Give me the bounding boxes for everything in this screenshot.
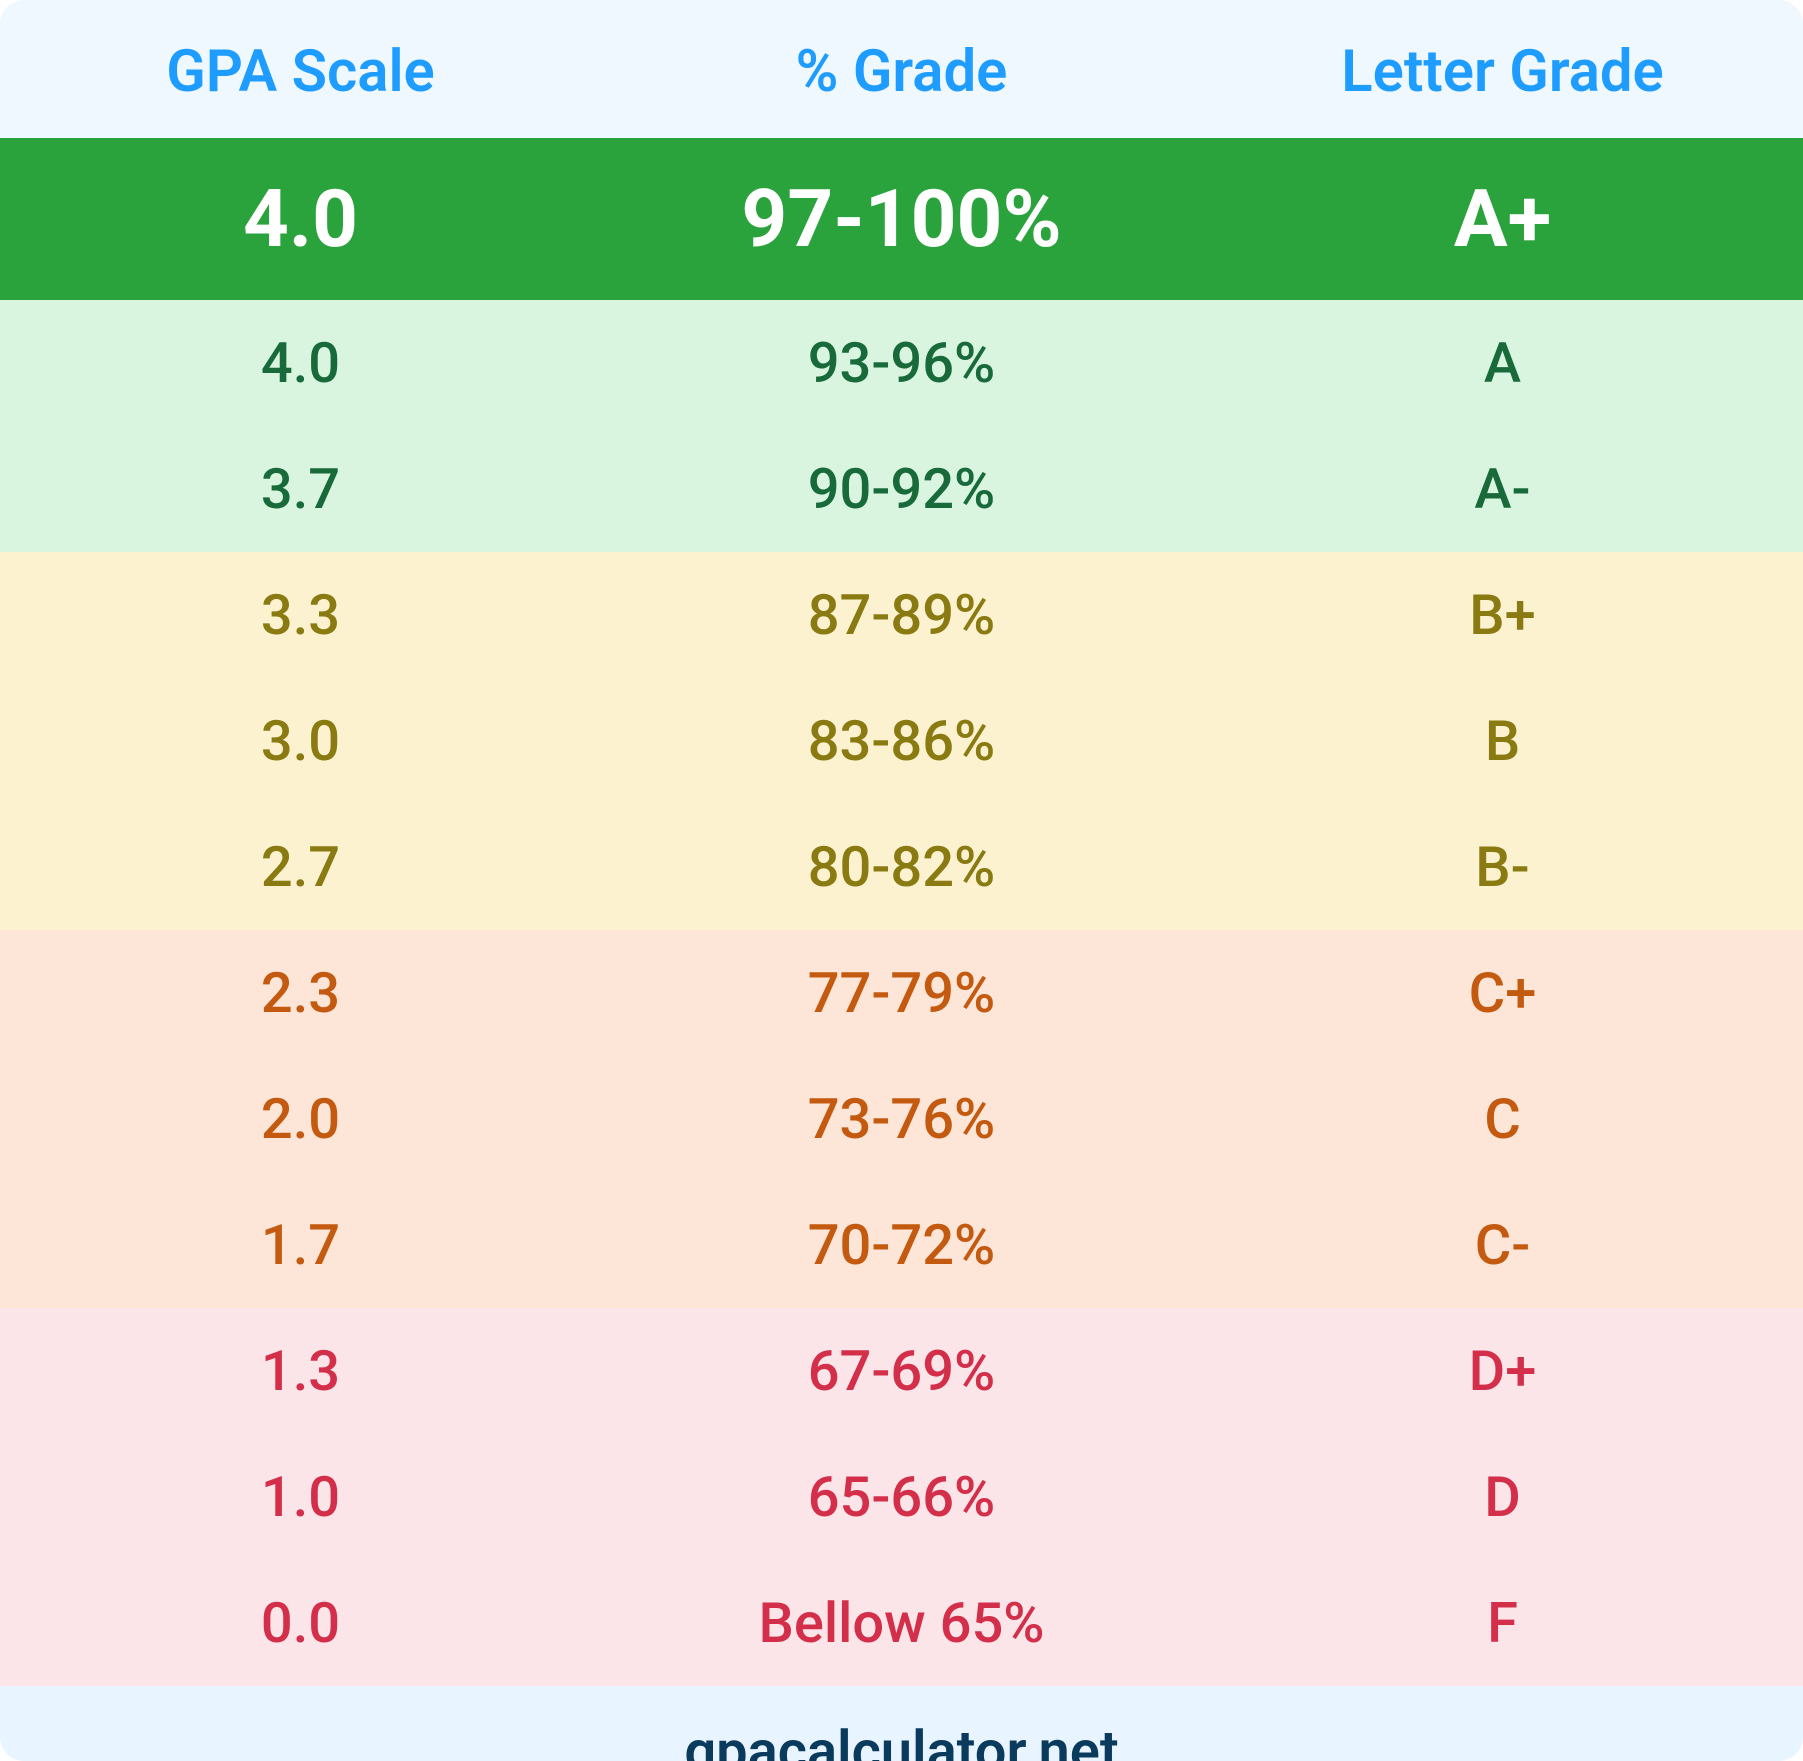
header-letter-grade: Letter Grade — [1202, 38, 1803, 106]
cell-percent: 90-92% — [601, 456, 1202, 522]
highlight-row: 4.0 97-100% A+ — [0, 138, 1803, 300]
table-row: 2.7 80-82% B- — [0, 804, 1803, 930]
cell-letter: B- — [1202, 834, 1803, 900]
table-header-row: GPA Scale % Grade Letter Grade — [0, 0, 1803, 138]
table-row: 2.3 77-79% C+ — [0, 930, 1803, 1056]
table-row: 3.3 87-89% B+ — [0, 552, 1803, 678]
highlight-percent: 97-100% — [601, 172, 1202, 266]
cell-percent: 93-96% — [601, 330, 1202, 396]
table-row: 0.0 Bellow 65% F — [0, 1560, 1803, 1686]
cell-letter: A — [1202, 330, 1803, 396]
band-d: 1.3 67-69% D+ 1.0 65-66% D 0.0 Bellow 65… — [0, 1308, 1803, 1686]
cell-letter: D — [1202, 1464, 1803, 1530]
table-row: 3.0 83-86% B — [0, 678, 1803, 804]
cell-percent: 67-69% — [601, 1338, 1202, 1404]
footer-attribution: gpacalculator.net — [0, 1686, 1803, 1761]
cell-percent: 65-66% — [601, 1464, 1202, 1530]
table-row: 4.0 93-96% A — [0, 300, 1803, 426]
cell-gpa: 2.0 — [0, 1086, 601, 1152]
band-a: 4.0 93-96% A 3.7 90-92% A- — [0, 300, 1803, 552]
cell-percent: Bellow 65% — [601, 1590, 1202, 1656]
table-row: 3.7 90-92% A- — [0, 426, 1803, 552]
cell-gpa: 4.0 — [0, 330, 601, 396]
cell-letter: A- — [1202, 456, 1803, 522]
cell-percent: 80-82% — [601, 834, 1202, 900]
table-row: 1.7 70-72% C- — [0, 1182, 1803, 1308]
header-gpa-scale: GPA Scale — [0, 38, 601, 106]
table-row: 1.0 65-66% D — [0, 1434, 1803, 1560]
cell-letter: C — [1202, 1086, 1803, 1152]
highlight-letter: A+ — [1202, 172, 1803, 266]
cell-gpa: 3.7 — [0, 456, 601, 522]
cell-letter: F — [1202, 1590, 1803, 1656]
cell-letter: B — [1202, 708, 1803, 774]
cell-percent: 77-79% — [601, 960, 1202, 1026]
cell-gpa: 1.3 — [0, 1338, 601, 1404]
cell-gpa: 3.3 — [0, 582, 601, 648]
cell-gpa: 0.0 — [0, 1590, 601, 1656]
highlight-gpa: 4.0 — [0, 172, 601, 266]
cell-percent: 70-72% — [601, 1212, 1202, 1278]
header-percent-grade: % Grade — [601, 38, 1202, 106]
cell-percent: 83-86% — [601, 708, 1202, 774]
cell-gpa: 3.0 — [0, 708, 601, 774]
band-b: 3.3 87-89% B+ 3.0 83-86% B 2.7 80-82% B- — [0, 552, 1803, 930]
cell-letter: B+ — [1202, 582, 1803, 648]
cell-percent: 87-89% — [601, 582, 1202, 648]
table-row: 2.0 73-76% C — [0, 1056, 1803, 1182]
band-c: 2.3 77-79% C+ 2.0 73-76% C 1.7 70-72% C- — [0, 930, 1803, 1308]
cell-gpa: 1.0 — [0, 1464, 601, 1530]
cell-percent: 73-76% — [601, 1086, 1202, 1152]
cell-letter: C- — [1202, 1212, 1803, 1278]
cell-gpa: 2.7 — [0, 834, 601, 900]
table-row: 1.3 67-69% D+ — [0, 1308, 1803, 1434]
cell-gpa: 2.3 — [0, 960, 601, 1026]
cell-letter: C+ — [1202, 960, 1803, 1026]
cell-gpa: 1.7 — [0, 1212, 601, 1278]
gpa-table-container: GPA Scale % Grade Letter Grade 4.0 97-10… — [0, 0, 1803, 1761]
cell-letter: D+ — [1202, 1338, 1803, 1404]
